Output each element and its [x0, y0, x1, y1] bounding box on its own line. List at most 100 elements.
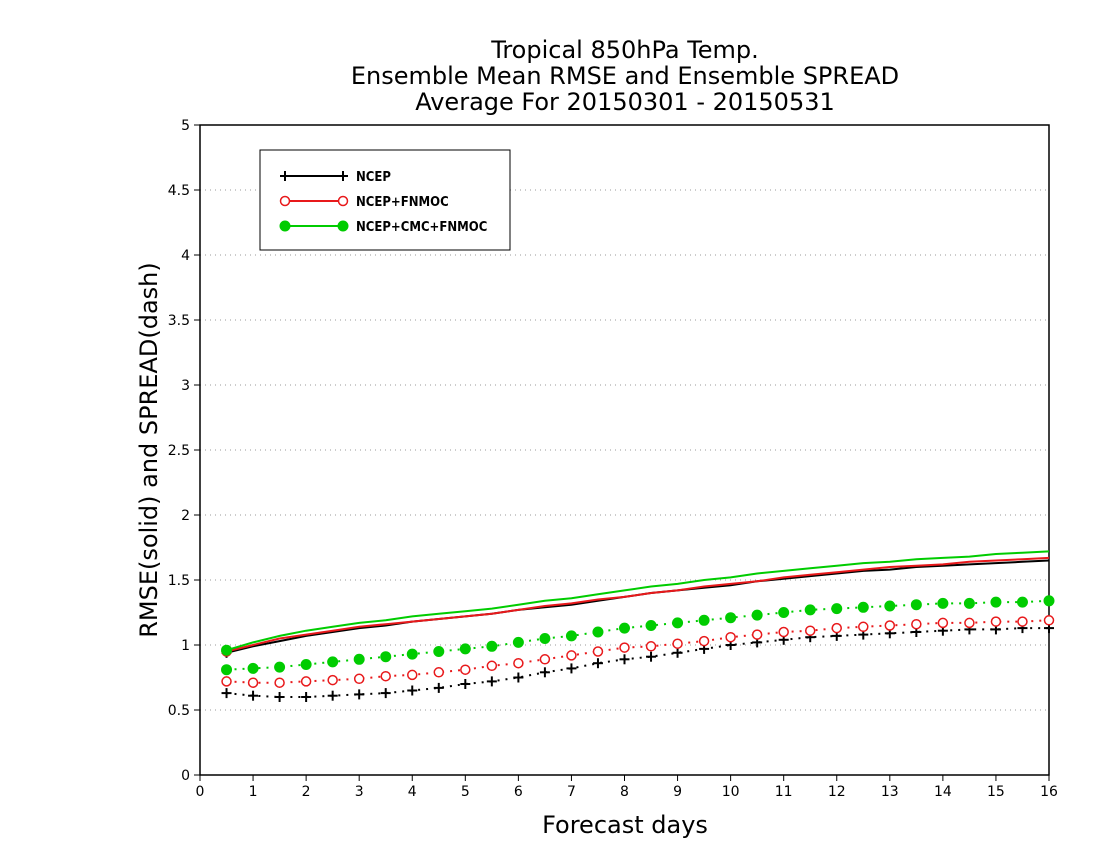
x-tick-label: 10 [722, 784, 740, 800]
spread-point [566, 663, 577, 674]
spread-point [221, 688, 232, 699]
series-ncep-cmc-fnmoc [221, 550, 1055, 676]
spread-point [831, 603, 843, 615]
spread-point [751, 629, 763, 640]
rmse-point [221, 644, 233, 656]
legend-label: NCEP+CMC+FNMOC [356, 220, 487, 235]
spread-line [226, 599, 1050, 671]
spread-point [937, 597, 949, 609]
legend: NCEP NCEP+FNMOC NCEP+CMC+FNMOC [259, 149, 511, 251]
spread-point [778, 626, 789, 638]
y-tick-label: 1.5 [168, 573, 190, 589]
spread-point [274, 677, 285, 688]
y-tick-label: 1 [181, 638, 190, 654]
legend-marker-right [337, 195, 349, 207]
spread-point [592, 646, 604, 657]
spread-point [300, 676, 312, 687]
spread-point [672, 617, 684, 629]
spread-point [274, 661, 286, 673]
spread-point [857, 601, 869, 613]
x-tick-label: 0 [196, 784, 205, 800]
y-tick-label: 4.5 [168, 183, 190, 199]
spread-point [460, 664, 471, 675]
spread-point [221, 664, 233, 676]
spread-point [672, 638, 683, 649]
data-series [221, 550, 1055, 702]
spread-point [433, 646, 445, 657]
spread-point [539, 633, 551, 644]
x-tick-label: 16 [1040, 784, 1058, 800]
x-tick-label: 9 [673, 784, 682, 800]
x-tick-label: 4 [408, 784, 417, 800]
spread-point [990, 596, 1002, 608]
spread-point [964, 617, 975, 629]
spread-point [460, 679, 471, 689]
spread-point [406, 648, 418, 660]
y-axis-label: RMSE(solid) and SPREAD(dash) [135, 262, 163, 638]
spread-point [592, 658, 603, 669]
series-ncep [221, 559, 1054, 702]
spread-point [380, 670, 391, 682]
spread-point [566, 650, 577, 661]
spread-point [1017, 616, 1028, 627]
spread-point [646, 651, 657, 662]
spread-point [858, 621, 869, 633]
x-tick-label: 7 [567, 784, 576, 800]
spread-point [619, 642, 630, 653]
legend-marker-right [338, 171, 348, 181]
spread-point [619, 622, 630, 634]
spread-point [911, 618, 922, 630]
rmse-line [226, 550, 1050, 652]
y-tick-label: 0.5 [168, 703, 190, 719]
x-tick-label: 11 [775, 784, 793, 800]
spread-point [407, 669, 418, 681]
spread-point [804, 625, 816, 636]
rmse-line [226, 559, 1050, 654]
spread-point [221, 676, 232, 687]
spread-point [248, 690, 259, 701]
x-tick-label: 6 [514, 784, 523, 800]
title-line-1: Tropical 850hPa Temp. [490, 36, 759, 64]
x-tick-label: 13 [881, 784, 899, 800]
spread-point [380, 651, 392, 663]
spread-point [698, 635, 710, 647]
spread-point [1016, 596, 1028, 608]
spread-point [539, 654, 551, 665]
title-line-3: Average For 20150301 - 20150531 [415, 88, 835, 116]
legend-marker-left [279, 220, 291, 232]
spread-point [751, 609, 763, 621]
spread-point [804, 604, 816, 616]
axes: 00.511.522.533.544.550 1 2 3 4 5 6 7 8 9 10 11 12 13 1… [168, 118, 1058, 800]
spread-point [327, 690, 338, 701]
spread-point [645, 620, 657, 631]
y-tick-label: 3 [181, 378, 190, 394]
spread-point [459, 643, 471, 655]
x-tick-label: 5 [461, 784, 470, 800]
spread-point [539, 667, 550, 678]
spread-point [354, 689, 365, 700]
spread-point [433, 682, 444, 693]
legend-label: NCEP [356, 170, 391, 185]
x-tick-label: 15 [987, 784, 1005, 800]
spread-point [645, 641, 657, 652]
spread-point [486, 660, 498, 672]
y-tick-label: 2 [181, 508, 190, 524]
x-tick-label: 12 [828, 784, 846, 800]
spread-point [884, 620, 896, 631]
spread-point [512, 636, 524, 648]
spread-point [963, 597, 975, 609]
spread-point [831, 622, 842, 634]
spread-point [353, 653, 365, 665]
y-tick-label: 0 [181, 768, 190, 784]
x-tick-label: 14 [934, 784, 952, 800]
spread-point [486, 640, 498, 652]
spread-point [725, 612, 737, 624]
spread-point [990, 616, 1002, 627]
x-tick-label: 3 [355, 784, 364, 800]
y-tick-label: 3.5 [168, 313, 190, 329]
spread-point [937, 617, 949, 629]
spread-point [619, 654, 630, 665]
legend-label: NCEP+FNMOC [356, 195, 449, 210]
spread-point [300, 659, 312, 670]
